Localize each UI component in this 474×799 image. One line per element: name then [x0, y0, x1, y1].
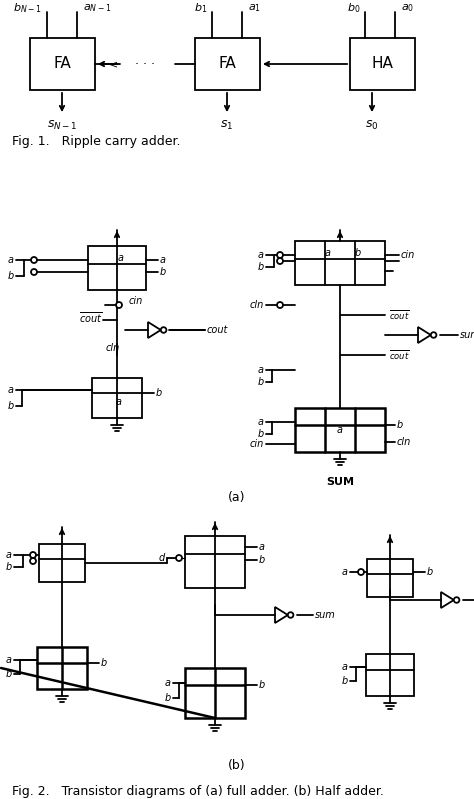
- Text: $\overline{cout}$: $\overline{cout}$: [389, 348, 410, 362]
- Text: $s_{N-1}$: $s_{N-1}$: [47, 118, 77, 132]
- Text: a: a: [258, 250, 264, 260]
- Bar: [92, 378, 142, 418]
- Text: FA: FA: [54, 57, 72, 71]
- Text: b: b: [6, 669, 12, 679]
- Circle shape: [30, 552, 36, 558]
- Text: sum: sum: [315, 610, 336, 620]
- Circle shape: [277, 302, 283, 308]
- Text: b: b: [258, 262, 264, 272]
- Text: a: a: [8, 385, 14, 395]
- Text: b: b: [397, 420, 403, 430]
- Text: $\overline{cout}$: $\overline{cout}$: [389, 308, 410, 322]
- Text: a: a: [118, 253, 124, 263]
- Text: $s_0$: $s_0$: [365, 118, 379, 132]
- Text: a: a: [259, 542, 265, 552]
- Text: cln: cln: [250, 300, 264, 310]
- Text: a: a: [160, 255, 166, 265]
- Text: $b_{N-1}$: $b_{N-1}$: [13, 1, 42, 15]
- Text: b: b: [258, 429, 264, 439]
- Circle shape: [454, 597, 459, 602]
- Text: HA: HA: [372, 57, 393, 71]
- Text: b: b: [355, 248, 361, 258]
- Circle shape: [431, 332, 437, 338]
- Bar: [185, 668, 245, 718]
- Text: Fig. 2.   Transistor diagrams of (a) full adder. (b) Half adder.: Fig. 2. Transistor diagrams of (a) full …: [12, 785, 384, 798]
- Text: a: a: [116, 397, 122, 407]
- Text: cin: cin: [401, 250, 415, 260]
- Circle shape: [358, 569, 364, 575]
- Bar: [195, 38, 260, 90]
- Text: a: a: [8, 255, 14, 265]
- Bar: [39, 544, 85, 582]
- Text: $a_0$: $a_0$: [401, 2, 414, 14]
- Text: $b_1$: $b_1$: [194, 1, 207, 15]
- Text: a: a: [325, 248, 331, 258]
- Text: (a): (a): [228, 491, 246, 504]
- Text: b: b: [259, 555, 265, 565]
- Text: a: a: [258, 365, 264, 375]
- Bar: [350, 38, 415, 90]
- Text: . . .: . . .: [135, 54, 155, 67]
- Circle shape: [288, 612, 293, 618]
- Text: (b): (b): [228, 758, 246, 772]
- Bar: [37, 647, 87, 689]
- Bar: [30, 38, 95, 90]
- Text: b: b: [156, 388, 162, 398]
- Text: b: b: [165, 693, 171, 703]
- Circle shape: [30, 558, 36, 564]
- Text: sum: sum: [460, 330, 474, 340]
- Text: <: <: [109, 59, 118, 69]
- Text: b: b: [258, 377, 264, 387]
- Circle shape: [277, 258, 283, 264]
- Text: a: a: [342, 662, 348, 672]
- Circle shape: [31, 269, 37, 275]
- Text: a: a: [342, 567, 348, 577]
- Text: a: a: [165, 678, 171, 688]
- Text: cln: cln: [397, 437, 411, 447]
- Text: b: b: [8, 271, 14, 281]
- Text: Fig. 1.   Ripple carry adder.: Fig. 1. Ripple carry adder.: [12, 136, 181, 149]
- Text: $s_1$: $s_1$: [220, 118, 234, 132]
- Text: a: a: [6, 655, 12, 665]
- Text: a: a: [337, 425, 343, 435]
- Text: $\overline{cout}$: $\overline{cout}$: [79, 311, 103, 325]
- Text: b: b: [160, 267, 166, 277]
- Text: $a_1$: $a_1$: [248, 2, 261, 14]
- Text: SUM: SUM: [326, 477, 354, 487]
- Text: FA: FA: [219, 57, 237, 71]
- Text: $b_0$: $b_0$: [346, 1, 360, 15]
- Text: cin: cin: [250, 439, 264, 449]
- Text: b: b: [342, 676, 348, 686]
- Text: d: d: [159, 553, 165, 563]
- Text: cout: cout: [207, 325, 228, 335]
- Circle shape: [176, 555, 182, 561]
- Bar: [295, 241, 385, 285]
- Bar: [366, 654, 414, 696]
- Circle shape: [31, 257, 37, 263]
- Text: cin: cin: [129, 296, 143, 306]
- Text: b: b: [259, 680, 265, 690]
- Text: cln: cln: [106, 343, 120, 353]
- Text: b: b: [101, 658, 107, 668]
- Text: b: b: [427, 567, 433, 577]
- Bar: [185, 536, 245, 588]
- Circle shape: [116, 302, 122, 308]
- Circle shape: [277, 252, 283, 258]
- Text: b: b: [6, 562, 12, 572]
- Text: a: a: [258, 417, 264, 427]
- Text: a: a: [6, 550, 12, 560]
- Text: b: b: [8, 401, 14, 411]
- Text: $a_{N-1}$: $a_{N-1}$: [83, 2, 111, 14]
- Bar: [367, 559, 413, 597]
- Circle shape: [161, 328, 166, 333]
- Bar: [88, 246, 146, 290]
- Bar: [295, 408, 385, 452]
